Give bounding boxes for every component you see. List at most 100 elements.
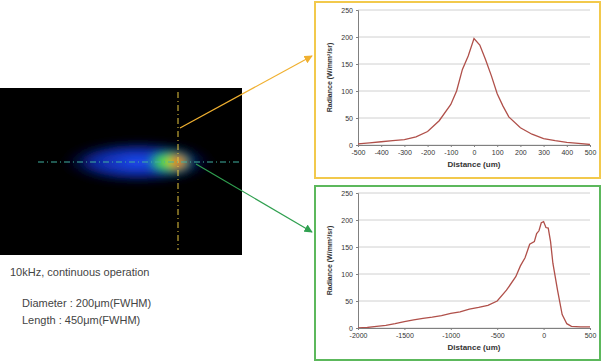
tick: -500 — [491, 328, 505, 339]
axis-line — [356, 11, 359, 146]
chart-frame — [315, 186, 600, 360]
tick-label: 500 — [585, 149, 597, 156]
tick-mark — [451, 328, 452, 330]
grid-line — [358, 247, 590, 248]
tick-label: 500 — [585, 332, 597, 339]
crosshair-vertical — [178, 92, 179, 250]
tick-mark — [356, 247, 358, 248]
tick-mark — [356, 301, 358, 302]
y-axis-title: Radiance (W/mm²/sr) — [326, 43, 334, 113]
tick-label: 250 — [341, 190, 353, 197]
tick-mark — [590, 328, 591, 330]
tick: 400 — [561, 145, 573, 156]
tick: 300 — [538, 145, 550, 156]
chart: -500 -400 -300 -200 -100 0 100 200 300 400 500 0 50 1… — [315, 2, 600, 178]
tick-label: 0 — [473, 149, 477, 156]
tick: 250 — [341, 190, 358, 197]
chart-frame — [315, 2, 600, 178]
image-background — [0, 88, 242, 255]
tick-label: -300 — [398, 149, 412, 156]
tick-mark — [544, 328, 545, 330]
tick: -100 — [444, 145, 458, 156]
series-line — [358, 39, 590, 145]
tick-mark — [544, 145, 545, 147]
figure: 10kHz, continuous operationDiameter : 20… — [0, 0, 603, 363]
crosshair-horizontal — [38, 162, 240, 163]
tick-label: -400 — [375, 149, 389, 156]
tick-mark — [590, 145, 591, 147]
tick-mark — [520, 145, 521, 147]
x-axis-title: Distance (um) — [448, 160, 501, 169]
tick: 200 — [515, 145, 527, 156]
caption: 10kHz, continuous operation — [10, 266, 149, 278]
tick: 500 — [585, 328, 597, 339]
tick-label: 0 — [542, 332, 546, 339]
tick-mark — [497, 145, 498, 147]
y-axis-title: Radiance (W/mm²/sr) — [326, 226, 334, 296]
tick-label: 400 — [561, 149, 573, 156]
tick-label: -200 — [421, 149, 435, 156]
grid-line — [358, 118, 590, 119]
tick-mark — [428, 145, 429, 147]
tick: -300 — [398, 145, 412, 156]
tick-label: 150 — [341, 61, 353, 68]
chart: -2000-1500-1000-5000500050100150200250Di… — [315, 186, 600, 360]
tick-label: 200 — [341, 217, 353, 224]
x-axis: -500-400-300-200-1000100200300400500 — [351, 145, 596, 156]
tick: 200 — [341, 217, 358, 224]
tick-mark — [356, 64, 358, 65]
tick-label: 0 — [349, 142, 353, 149]
grid-line — [358, 37, 590, 38]
arrow-to-axial-profile — [196, 164, 312, 232]
tick-label: -100 — [444, 149, 458, 156]
tick-label: 100 — [341, 271, 353, 278]
x-axis: -2000 -1500 -1000 -500 0 500 — [350, 328, 597, 339]
tick-label: -500 — [491, 332, 505, 339]
tick-mark — [404, 328, 405, 330]
tick-mark — [356, 193, 358, 194]
tick-mark — [356, 274, 358, 275]
plot-area — [358, 222, 590, 328]
tick: 0 — [542, 328, 546, 339]
tick-mark — [567, 145, 568, 147]
tick-label: 50 — [345, 115, 353, 122]
grid-line — [358, 91, 590, 92]
tick-label: -2000 — [350, 332, 368, 339]
grid — [358, 10, 590, 145]
tick: 100 — [341, 88, 358, 95]
tick-label: 200 — [341, 34, 353, 41]
tick: 0 — [349, 325, 358, 332]
tick-label: 250 — [341, 7, 353, 14]
grid-line — [358, 64, 590, 65]
tick: 50 — [345, 298, 358, 305]
beam-image — [0, 88, 242, 255]
axis-line — [359, 146, 591, 148]
grid-line — [358, 193, 590, 194]
tick-mark — [497, 328, 498, 330]
tick-mark — [356, 118, 358, 119]
y-axis: 0 50 100 150 200 250 — [341, 7, 358, 149]
tick-label: 0 — [349, 325, 353, 332]
tick: 150 — [341, 61, 358, 68]
tick-label: 100 — [341, 88, 353, 95]
tick: -1500 — [396, 328, 414, 339]
tick-mark — [356, 220, 358, 221]
tick-mark — [381, 145, 382, 147]
tick-mark — [451, 145, 452, 147]
tick: 150 — [341, 244, 358, 251]
grid-line — [358, 220, 590, 221]
tick-label: -1000 — [442, 332, 460, 339]
tick: -1000 — [442, 328, 460, 339]
tick-mark — [356, 145, 358, 146]
tick: 0 — [349, 142, 358, 149]
tick-label: -1500 — [396, 332, 414, 339]
axis-line — [356, 194, 359, 329]
tick-mark — [356, 37, 358, 38]
tick: -400 — [375, 145, 389, 156]
tick-label: 200 — [515, 149, 527, 156]
tick-label: -500 — [351, 149, 365, 156]
tick: 100 — [341, 271, 358, 278]
tick-mark — [356, 10, 358, 11]
grid-line — [358, 10, 590, 11]
tick: -500 — [351, 145, 365, 156]
